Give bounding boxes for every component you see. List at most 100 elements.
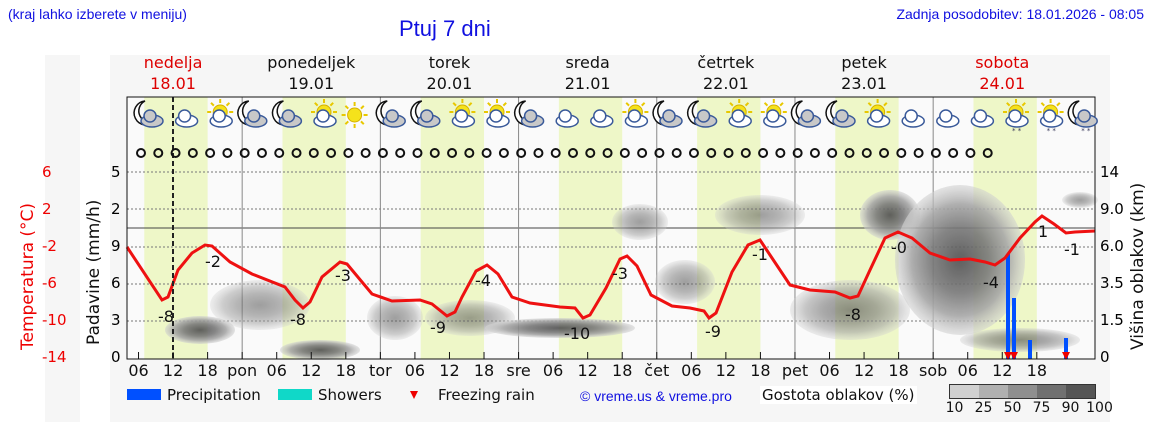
cloud-icon	[590, 109, 614, 128]
axis-tick: -6	[42, 274, 57, 292]
day-header-3: sreda 21.01	[528, 52, 648, 94]
scale-label: 90	[1061, 400, 1080, 416]
copyright-link[interactable]: © vreme.us & vreme.pro	[580, 388, 732, 404]
axis-tick: -10	[42, 311, 67, 329]
precipitation-bars	[1004, 254, 1070, 360]
left-panel-bg	[45, 55, 80, 422]
axis-tick: -2	[42, 237, 57, 255]
x-tick-label: 12	[162, 361, 184, 380]
scale-label: 100	[1086, 400, 1113, 416]
svg-text:-0: -0	[891, 238, 907, 257]
x-tick-label: sob	[919, 361, 948, 380]
x-tick-label: 06	[266, 361, 287, 380]
day-name: ponedeljek	[267, 53, 356, 72]
axis-tick: 3	[111, 311, 121, 329]
temperature-line	[125, 214, 1096, 321]
cloud-density-label: Gostota oblakov (%)	[762, 386, 915, 404]
day-date: 21.01	[564, 74, 611, 93]
svg-text:-9: -9	[430, 318, 446, 337]
day-date: 20.01	[426, 74, 473, 93]
x-tick-label: 12	[439, 361, 460, 380]
moon-cloud-snow-icon: * *	[1067, 100, 1098, 135]
svg-text:-4: -4	[983, 273, 999, 292]
axis-tick: 0	[111, 348, 121, 366]
svg-text:-8: -8	[290, 310, 306, 329]
page-title: Ptuj 7 dni	[399, 16, 491, 41]
svg-text:-3: -3	[335, 266, 351, 285]
sun-cloud-icon	[449, 99, 476, 128]
day-name: nedelja	[143, 53, 203, 72]
sun-icon	[341, 102, 368, 128]
axis-tick: 2	[111, 200, 121, 218]
legend-precipitation: Precipitation	[167, 386, 261, 404]
axis-tick: 2	[42, 200, 52, 218]
moon-cloud-icon	[652, 100, 683, 128]
svg-text:1: 1	[1038, 222, 1048, 241]
day-header-4: četrtek 22.01	[666, 52, 786, 94]
legend-precipitation-label: Precipitation	[167, 386, 261, 404]
moon-cloud-icon	[237, 100, 268, 128]
day-date: 24.01	[979, 74, 1026, 93]
x-tick-label: 12	[577, 361, 598, 380]
sun-cloud-icon	[726, 99, 753, 128]
x-tick-label: 12	[992, 361, 1013, 380]
axis-tick: 0	[1100, 348, 1110, 366]
x-tick-label: 06	[542, 361, 564, 380]
axis-tick: 9	[111, 237, 121, 255]
day-name: četrtek	[697, 53, 755, 72]
x-tick-label: sre	[506, 361, 531, 380]
scale-label: 10	[945, 400, 964, 416]
axis-tick: 9.0	[1100, 200, 1124, 218]
moon-cloud-icon	[790, 100, 822, 128]
x-tick-label: 18	[612, 361, 633, 380]
cloud-icon	[936, 109, 960, 128]
day-header-2: torek 20.01	[389, 52, 509, 94]
x-tick-label: 12	[715, 361, 737, 380]
svg-text:-10: -10	[564, 324, 590, 343]
x-tick-label: pet	[781, 361, 809, 380]
x-tick-label: 06	[819, 361, 840, 380]
moon-cloud-icon	[514, 100, 545, 128]
legend-cloud-density: Gostota oblakov (%)	[760, 386, 917, 404]
axis-tick: 6	[111, 274, 121, 292]
scale-label: 75	[1032, 400, 1051, 416]
day-name: torek	[428, 53, 471, 72]
moon-cloud-icon	[825, 100, 856, 128]
cloud-density-scale-bar	[949, 384, 1096, 399]
moon-cloud-icon	[687, 100, 718, 128]
day-header-5: petek 23.01	[804, 52, 924, 94]
day-header-6: sobota 24.01	[942, 52, 1062, 94]
location-hint: (kraj lahko izberete v meniju)	[8, 6, 187, 22]
day-date: 19.01	[288, 74, 335, 93]
moon-cloud-icon	[375, 100, 406, 128]
x-tick-label: 18	[1026, 361, 1047, 380]
sun-cloud-icon	[864, 99, 891, 128]
axis-tick: 1.5	[1100, 311, 1124, 329]
x-tick-label: 06	[957, 361, 978, 380]
x-tick-label: 18	[750, 361, 771, 380]
x-tick-label: 12	[853, 361, 875, 380]
copyright-text[interactable]: © vreme.us & vreme.pro	[580, 388, 732, 404]
svg-text:* *: * *	[1047, 127, 1057, 135]
svg-text:-9: -9	[705, 322, 721, 341]
temperature-annotations: -8 -2 -8 -3 -9 -4 -10 -3 -9 -1 -8 -0 -4 …	[158, 222, 1080, 343]
axis-tick: 6.0	[1100, 237, 1124, 255]
svg-text:* *: * *	[1081, 127, 1091, 135]
x-tick-label: tor	[369, 361, 392, 380]
day-header-1: ponedeljek 19.01	[251, 52, 371, 94]
legend-showers-label: Showers	[318, 386, 382, 404]
svg-text:* *: * *	[1012, 127, 1022, 135]
x-tick-label: 18	[888, 361, 909, 380]
moon-cloud-icon	[271, 100, 303, 128]
sun-cloud-snow-icon: * *	[1037, 99, 1064, 135]
cloud-icon	[970, 109, 995, 128]
cloud-icon	[901, 109, 925, 128]
sun-cloud-icon	[484, 99, 510, 128]
sun-cloud-icon	[622, 99, 649, 128]
axis-tick: 3.5	[1100, 274, 1124, 292]
scale-label: 25	[974, 400, 993, 416]
day-name: petek	[841, 53, 887, 72]
cloud-icon	[174, 109, 199, 128]
x-tick-label: 06	[128, 361, 149, 380]
